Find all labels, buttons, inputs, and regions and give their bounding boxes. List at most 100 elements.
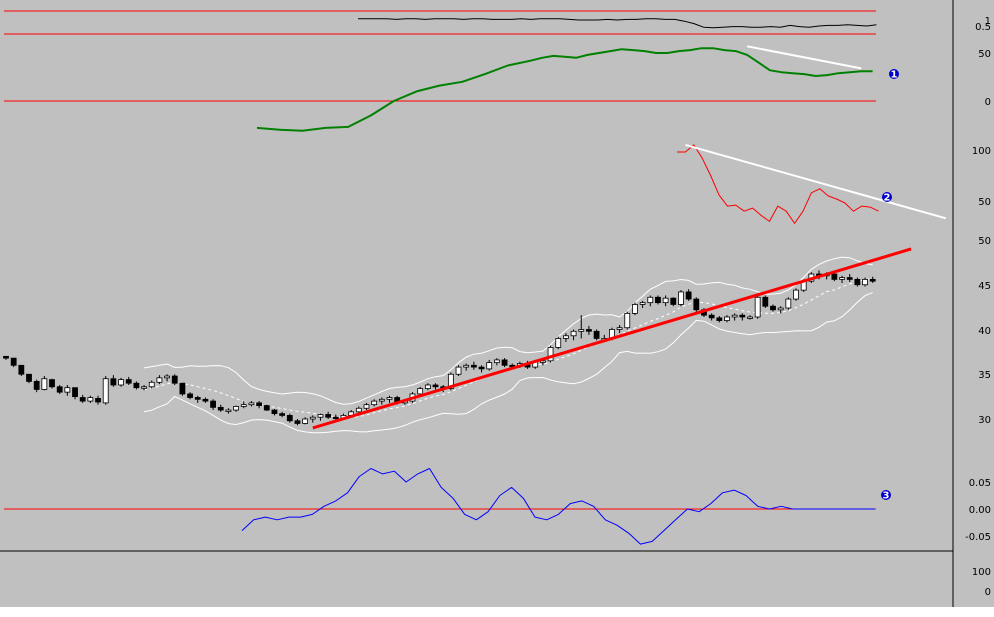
candle [79, 394, 86, 403]
candle [233, 405, 240, 412]
candle [378, 397, 385, 405]
panel-oscillator-c: 0.05 0.00 -0.05 3 [4, 468, 991, 545]
candle [555, 336, 562, 350]
candle-body [49, 379, 55, 388]
candle [386, 395, 393, 403]
candle [647, 295, 654, 307]
annotation-marker [882, 192, 892, 202]
candle [869, 276, 876, 283]
candle [463, 363, 470, 371]
candle [770, 304, 776, 312]
candle-body [33, 381, 40, 390]
candle-body [386, 397, 393, 400]
candle-body [18, 364, 25, 375]
series-line [241, 468, 875, 545]
candle [141, 384, 147, 391]
candle-body [164, 375, 170, 379]
candle-body [424, 384, 431, 389]
candle-body [225, 409, 232, 412]
candle-body [486, 362, 493, 370]
candle [49, 378, 55, 389]
candle-body [747, 316, 753, 319]
candle-body [777, 307, 784, 311]
candle-body [570, 330, 577, 337]
candle-body [133, 382, 140, 389]
candle-body [662, 297, 669, 304]
candle [593, 329, 600, 341]
candle [263, 404, 270, 411]
candle [110, 375, 117, 387]
candle [194, 395, 201, 403]
candle [279, 411, 286, 418]
candle-body [148, 381, 155, 388]
candle-body [586, 329, 592, 332]
candle [87, 395, 94, 403]
candle [3, 355, 9, 360]
candle-body [470, 364, 477, 368]
candle-body [302, 418, 309, 424]
candle-body [754, 296, 761, 318]
candle-body [578, 329, 585, 332]
panel-indicator-b: 100 50 2 [677, 143, 991, 224]
candle-body [248, 402, 255, 406]
candle-body [432, 384, 439, 388]
candle-body [770, 305, 776, 311]
annotation-marker [889, 69, 899, 79]
y-tick-label: 30 [978, 415, 991, 426]
y-tick-label: 100 [972, 146, 991, 157]
candle-body [95, 398, 101, 403]
candle-body [72, 387, 78, 398]
candle-body [708, 314, 715, 319]
candle-body [869, 278, 876, 282]
candle [486, 359, 493, 371]
candle [171, 374, 178, 385]
candle [586, 325, 592, 335]
candle [432, 383, 439, 390]
candle-body [179, 382, 186, 395]
candle [325, 411, 332, 419]
candle [95, 395, 101, 405]
candle [33, 379, 40, 393]
candle [10, 357, 17, 368]
y-tick-label: 100 [972, 567, 991, 578]
candle [41, 376, 48, 391]
candle [846, 274, 853, 283]
candle [747, 315, 753, 320]
candle [302, 417, 309, 425]
candle-body [171, 375, 178, 384]
candle [762, 295, 769, 309]
candle [685, 289, 692, 301]
candle-body [56, 386, 63, 393]
candle-body [831, 273, 838, 280]
annotation-label: 3 [883, 491, 890, 502]
candle [777, 306, 784, 314]
candle-body [233, 406, 240, 411]
candle-body [593, 330, 600, 339]
candle [294, 419, 301, 426]
candle [455, 365, 462, 377]
candle [793, 288, 799, 301]
candle-body [762, 296, 769, 307]
candle-body [678, 291, 684, 305]
candle-body [325, 414, 332, 418]
bottom-white-strip [0, 607, 994, 617]
candle [478, 365, 485, 373]
y-tick-label: 45 [978, 281, 991, 292]
candle [26, 373, 32, 384]
y-tick-label: 0.00 [969, 505, 991, 516]
candle [210, 399, 216, 411]
series-line [358, 18, 877, 29]
candle-body [294, 420, 301, 424]
candle-body [202, 398, 209, 402]
candle [501, 358, 508, 368]
candle-body [217, 406, 224, 411]
series-line [256, 47, 873, 132]
annotation-label: 1 [891, 70, 898, 81]
candle [424, 383, 431, 391]
candle [72, 387, 78, 400]
candle-body [540, 360, 546, 363]
candle-body [187, 393, 193, 398]
candle-body [210, 400, 216, 408]
